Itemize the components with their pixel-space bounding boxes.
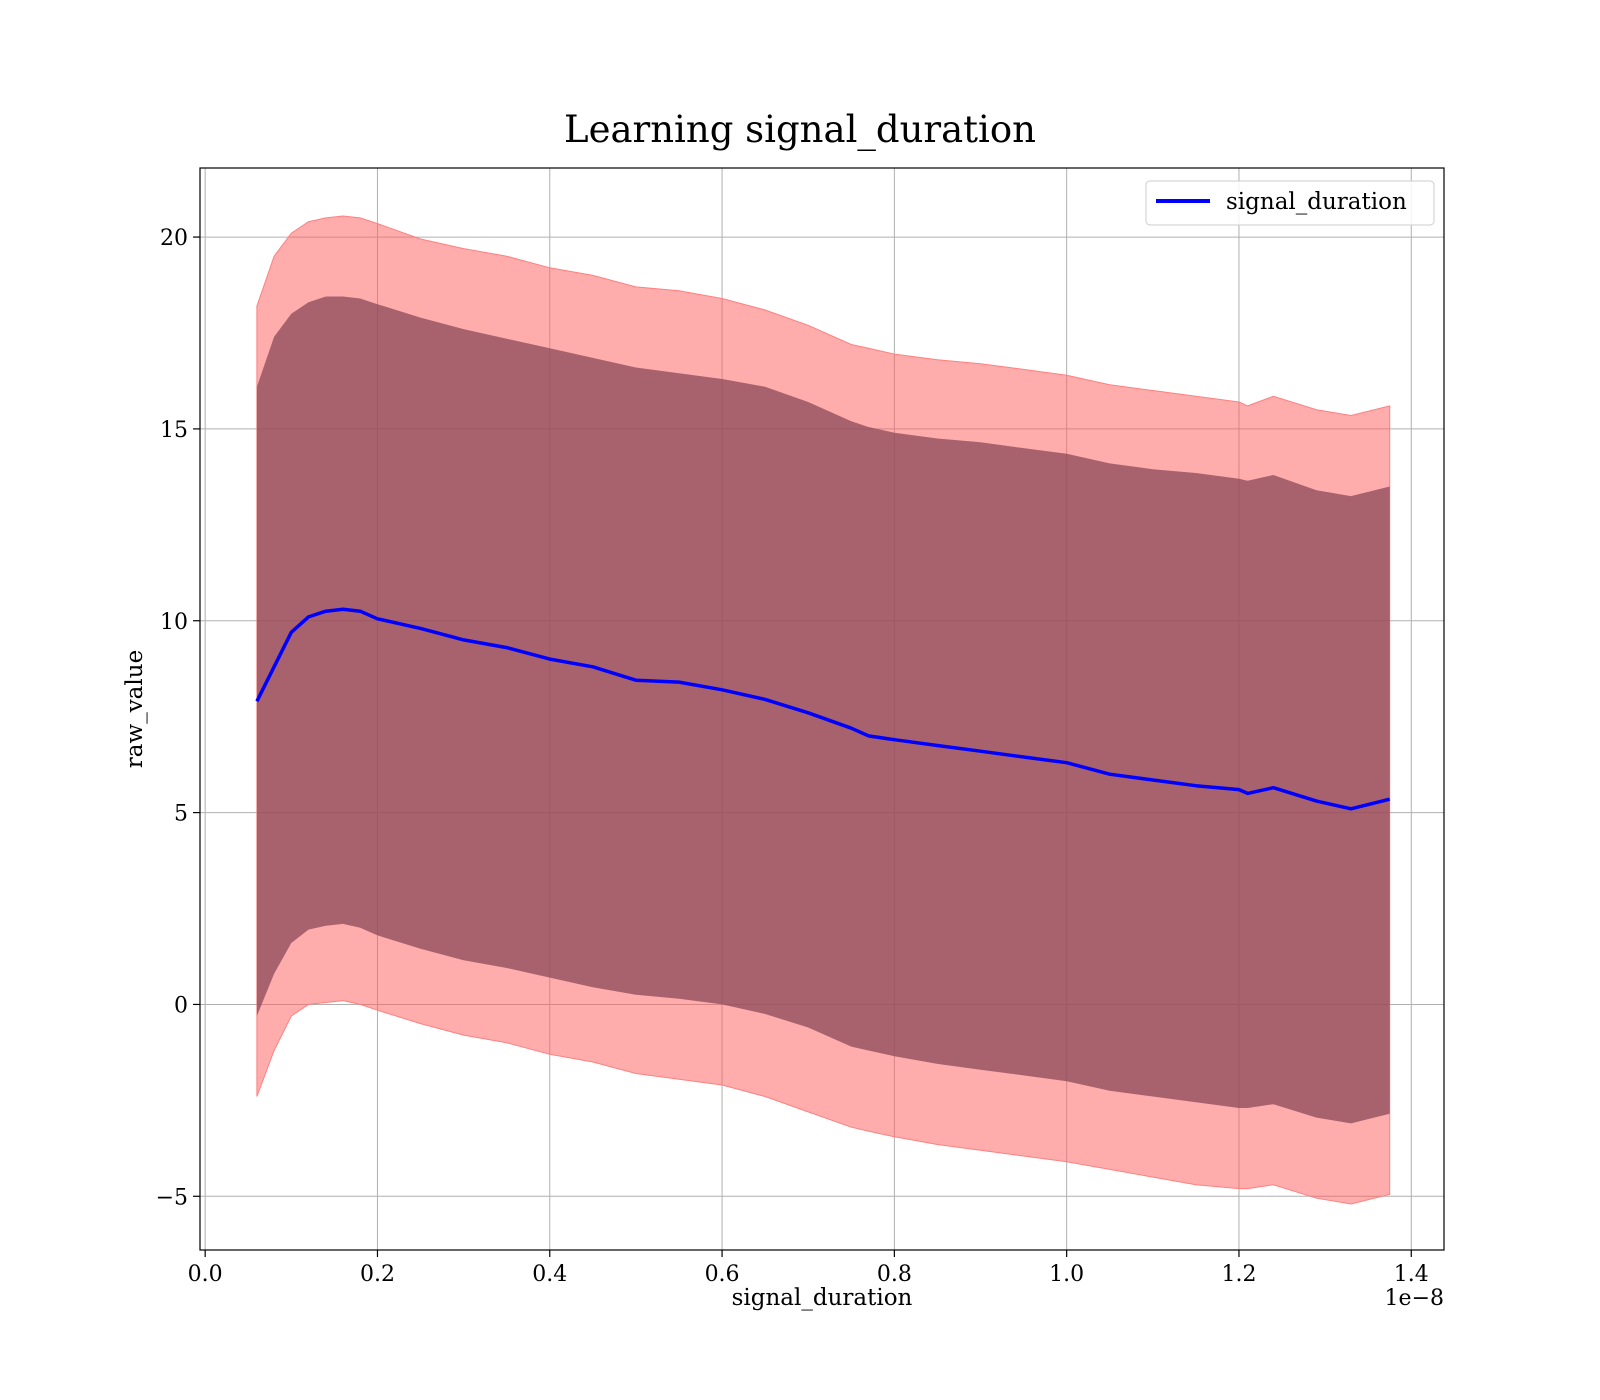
y-tick-label: 20 <box>160 226 188 251</box>
y-tick-label: 0 <box>174 993 188 1018</box>
plot-frame <box>199 167 1445 1251</box>
x-tick-label: 0.8 <box>877 1262 912 1287</box>
legend-label: signal_duration <box>1226 189 1407 215</box>
chart-title: Learning signal_duration <box>564 108 1036 152</box>
y-axis-label: raw_value <box>122 650 148 768</box>
y-tick-label: 10 <box>160 610 188 635</box>
x-tick-label: 0.6 <box>705 1262 740 1287</box>
x-tick-label: 0.0 <box>188 1262 223 1287</box>
x-axis-label: signal_duration <box>732 1285 913 1311</box>
series-line-signal_duration <box>255 607 1391 811</box>
legend: signal_duration <box>1145 180 1435 226</box>
y-axis-ticks: −5 0 5 10 15 20 <box>156 226 200 1210</box>
y-tick-label: −5 <box>156 1185 188 1210</box>
x-tick-label: 0.4 <box>532 1262 567 1287</box>
x-axis-ticks: 0.0 0.2 0.4 0.6 0.8 1.0 1.2 1.4 <box>188 1250 1429 1287</box>
y-tick-label: 15 <box>160 418 188 443</box>
x-tick-label: 1.0 <box>1049 1262 1084 1287</box>
legend-box <box>1145 180 1435 226</box>
series-layer <box>255 607 1391 811</box>
y-tick-label: 5 <box>174 802 188 827</box>
confidence-bands <box>256 215 1391 1205</box>
x-axis-offset-label: 1e−8 <box>1385 1286 1444 1311</box>
inner-band-area <box>256 296 1390 1124</box>
x-tick-label: 1.4 <box>1394 1262 1429 1287</box>
x-tick-label: 1.2 <box>1221 1262 1256 1287</box>
x-tick-label: 0.2 <box>360 1262 395 1287</box>
